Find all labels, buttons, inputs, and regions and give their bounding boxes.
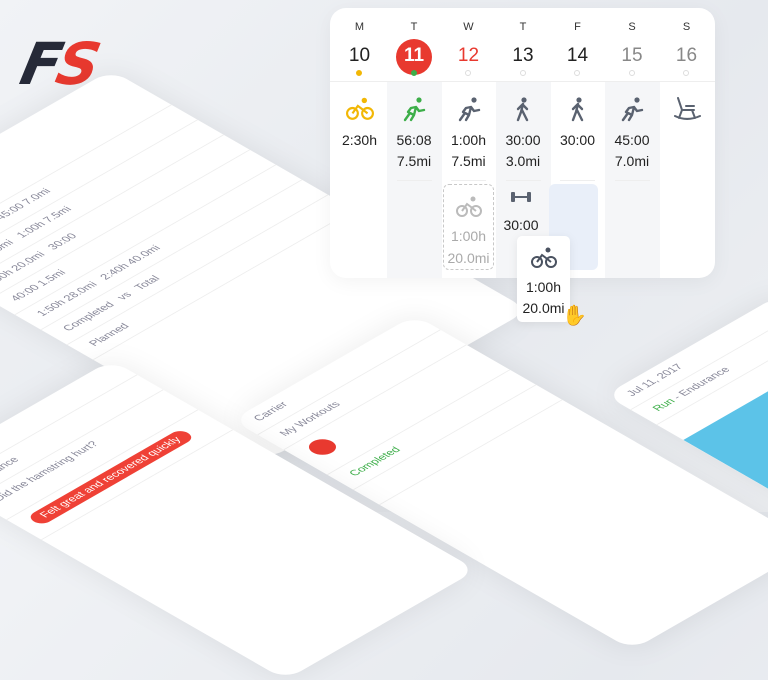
dumbbell-icon [511,192,531,202]
duration: 30:00 [559,132,596,148]
week-calendar-card: M 10 2:30h T 11 56:08 7.5mi W 12 1:00h 7… [330,8,715,278]
dragged-workout-card[interactable]: 1:00h 20.0mi [517,236,570,322]
divider [451,180,486,181]
duration: 30:00 [503,217,539,233]
date-number[interactable]: 13 [512,45,534,66]
status-dot [356,70,362,76]
run-icon [387,96,442,124]
total-label: Total [132,274,163,292]
duration: 30:00 [505,132,541,148]
day-of-week: S [628,21,636,33]
duration: 45:00 [614,132,650,148]
divider [505,180,541,181]
status-dot [628,70,635,76]
run-icon [441,96,496,124]
distance: 7.5mi [451,153,486,169]
date-number[interactable]: 16 [675,45,698,66]
bike-icon [332,96,387,124]
day-column-10[interactable]: M 10 2:30h [332,8,387,278]
divider [396,180,432,181]
today-badge [303,436,342,458]
rest-rocking-chair-icon [659,96,714,124]
day-of-week: S [682,21,691,33]
duration: 2:30h [341,132,378,148]
status-dot [410,70,417,76]
status-dot [683,70,689,76]
duration: 1:00h [450,132,487,148]
vs-label: vs [114,290,135,302]
planned-workout-original: 1:00h 20.0mi [443,184,494,270]
date-number[interactable]: 12 [457,45,480,66]
day-of-week: T [519,21,527,33]
run-icon [605,96,660,124]
date-number[interactable]: 11 [403,45,425,66]
date-number[interactable]: 10 [348,45,371,66]
status-dot [465,70,471,76]
day-column-14[interactable]: F 14 30:00 [550,8,605,278]
walk-icon [496,96,551,124]
bike-icon [455,196,482,217]
date-number[interactable]: 15 [621,45,643,66]
distance: 20.0mi [447,250,490,266]
strength-workout[interactable]: 30:00 [500,190,542,233]
date-number[interactable]: 14 [566,45,589,66]
duration: 1:00h [450,228,487,244]
walk-icon [550,96,605,124]
day-of-week: M [354,21,365,33]
day-column-12[interactable]: W 12 1:00h 7.5mi [441,8,496,278]
day-column-11[interactable]: T 11 56:08 7.5mi [386,8,442,278]
today-highlight [395,39,432,75]
distance: 7.0mi [614,153,650,169]
day-column-16[interactable]: S 16 [659,8,714,278]
grab-hand-cursor-icon: ✋ [562,305,587,327]
day-of-week: F [574,21,581,33]
bike-icon [530,247,557,268]
status-dot [519,70,526,76]
divider [614,180,650,181]
distance: 3.0mi [505,153,541,169]
day-of-week: W [463,21,474,33]
day-of-week: T [410,21,418,33]
status-dot [574,70,580,76]
distance: 20.0mi [522,300,565,316]
distance: 7.5mi [396,153,432,169]
divider [560,180,595,181]
day-column-15[interactable]: S 15 45:00 7.0mi [604,8,660,278]
duration: 56:08 [396,132,432,148]
duration: 1:00h [525,279,562,295]
